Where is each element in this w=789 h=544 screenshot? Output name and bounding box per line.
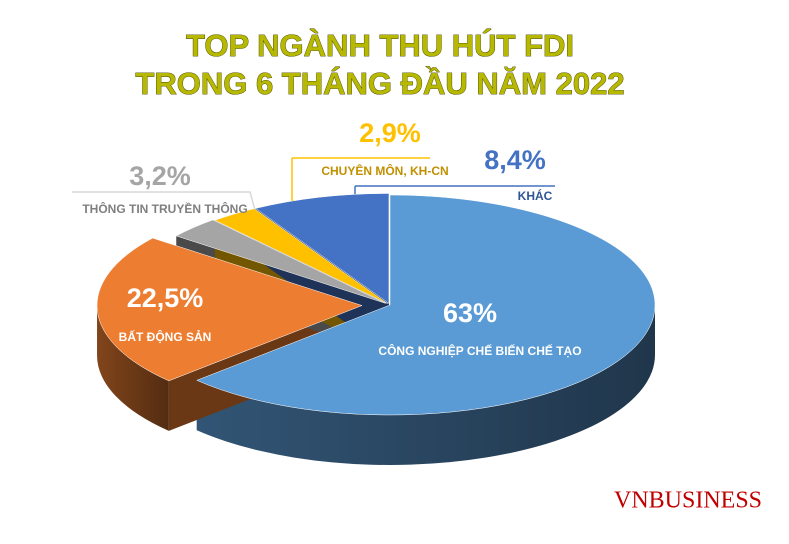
- slice: [196, 194, 656, 416]
- category-label: THÔNG TIN TRUYỀN THÔNG: [82, 201, 247, 216]
- value-label: 2,9%: [359, 118, 421, 148]
- slice: [96, 237, 363, 382]
- leader-line: [291, 158, 301, 206]
- slice-side: [196, 305, 656, 465]
- value-label: 63%: [443, 298, 497, 328]
- category-label: BẤT ĐỘNG SẢN: [119, 329, 212, 344]
- value-label: 3,2%: [129, 161, 191, 191]
- slice: [175, 219, 386, 304]
- category-label: KHÁC: [518, 188, 553, 203]
- leader-line: [72, 191, 256, 211]
- watermark: VNBUSINESS: [614, 488, 762, 514]
- value-label: 22,5%: [127, 283, 204, 313]
- slice-side: [97, 305, 169, 431]
- slice: [254, 193, 390, 304]
- chart-title: TOP NGÀNH THU HÚT FDI: [186, 27, 574, 63]
- value-label: 8,4%: [484, 145, 546, 175]
- category-label: CHUYÊN MÔN, KH-CN: [321, 163, 448, 178]
- slice: [214, 208, 388, 304]
- chart-subtitle: TRONG 6 THÁNG ĐẦU NĂM 2022: [135, 66, 624, 101]
- slice-tops: [96, 193, 656, 416]
- category-label: CÔNG NGHIỆP CHẾ BIẾN CHẾ TẠO: [378, 343, 581, 358]
